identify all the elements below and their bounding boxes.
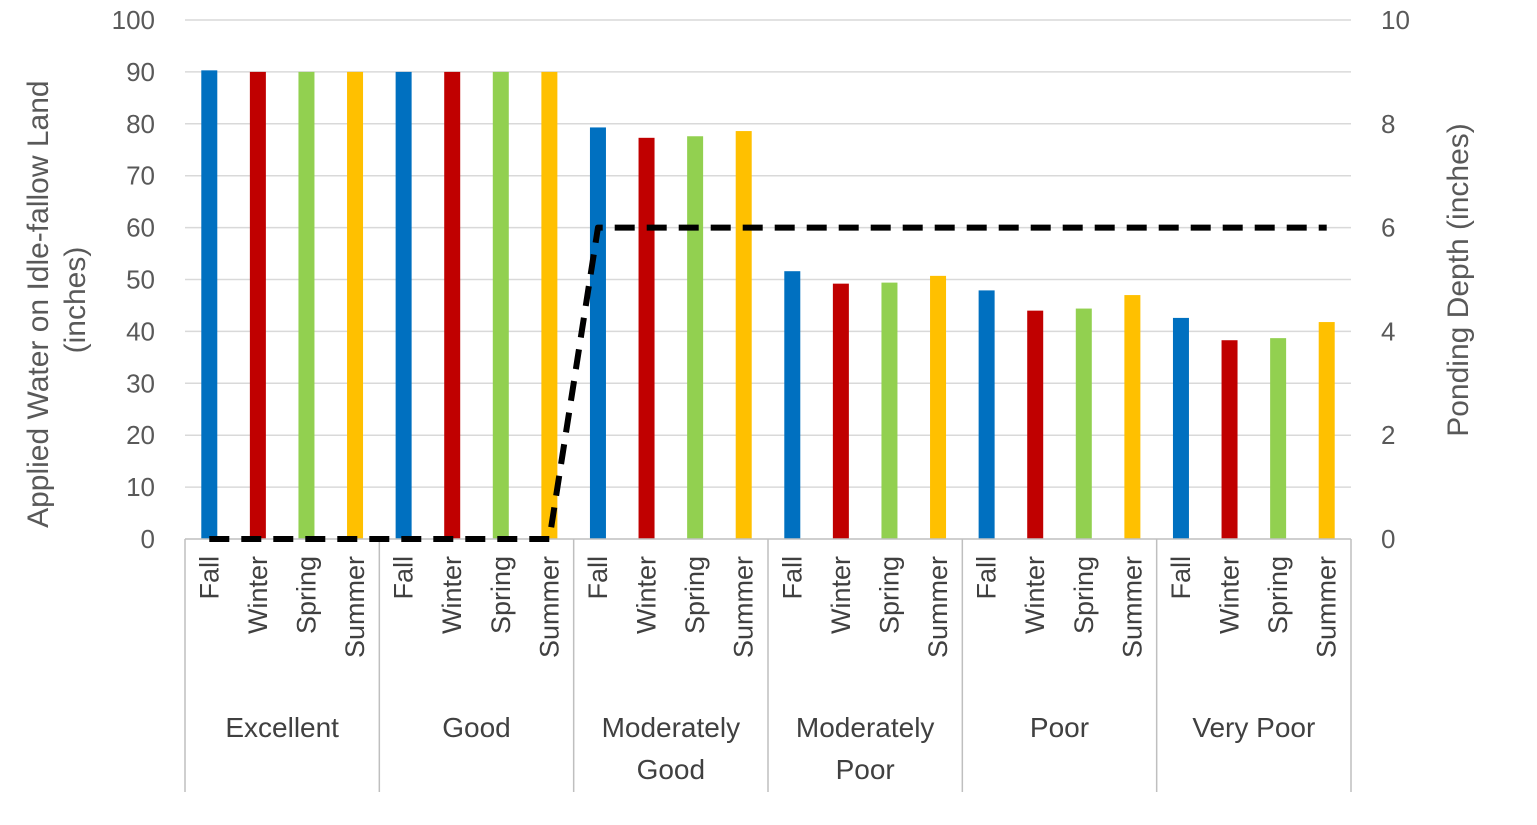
y-tick-label: 100 xyxy=(112,5,155,35)
y2-tick-label: 2 xyxy=(1381,420,1395,450)
ponding-depth-path xyxy=(209,224,1327,542)
season-label: Spring xyxy=(874,556,904,634)
season-label: Spring xyxy=(680,556,710,634)
season-label: Winter xyxy=(437,556,467,634)
y-tick-label: 40 xyxy=(126,316,155,346)
bar-fall xyxy=(784,271,801,539)
bar-fall xyxy=(395,71,412,540)
season-label: Spring xyxy=(1263,556,1293,634)
bar-spring xyxy=(687,136,704,540)
bar-summer xyxy=(1124,295,1141,539)
bar-summer xyxy=(347,71,364,540)
y-tick-label: 80 xyxy=(126,109,155,139)
season-label: Fall xyxy=(777,556,807,600)
season-label: Winter xyxy=(243,556,273,634)
group-label-line: Moderately xyxy=(602,712,741,743)
season-label: Summer xyxy=(1312,556,1342,658)
y-tick-label: 10 xyxy=(126,472,155,502)
bar-winter xyxy=(1221,340,1238,539)
bar-spring xyxy=(298,71,315,540)
y2-tick-label: 6 xyxy=(1381,213,1395,243)
bar-fall xyxy=(589,127,606,540)
season-label: Spring xyxy=(291,556,321,634)
category-labels: Fall Winter Spring Summer Fall Winter Spring Su… xyxy=(194,556,1341,658)
y-tick-label: 70 xyxy=(126,161,155,191)
season-label: Winter xyxy=(1020,556,1050,634)
season-label: Spring xyxy=(1069,556,1099,634)
y2-tick-label: 8 xyxy=(1381,109,1395,139)
bar-winter xyxy=(1027,310,1044,539)
bar-summer xyxy=(541,71,558,540)
group-label-line: Poor xyxy=(1030,712,1089,743)
season-label: Fall xyxy=(583,556,613,600)
bar-fall xyxy=(201,70,218,539)
season-label: Fall xyxy=(1166,556,1196,600)
season-label: Summer xyxy=(534,556,564,658)
bar-winter xyxy=(249,71,266,540)
season-label: Summer xyxy=(729,556,759,658)
bar-spring xyxy=(881,282,898,539)
bar-fall xyxy=(978,290,995,539)
bar-summer xyxy=(930,275,947,539)
bar-winter xyxy=(444,71,461,540)
season-label: Summer xyxy=(1117,556,1147,658)
gridlines xyxy=(185,19,1351,488)
season-label: Winter xyxy=(1215,556,1245,634)
bar-winter xyxy=(832,283,849,539)
season-label: Fall xyxy=(972,556,1002,600)
y-tick-label: 90 xyxy=(126,57,155,87)
group-label-line: Good xyxy=(442,712,511,743)
season-label: Summer xyxy=(340,556,370,658)
group-label-line: Moderately xyxy=(796,712,935,743)
y-axis-title: Applied Water on Idle-fallow Land (inche… xyxy=(22,72,92,528)
bar-spring xyxy=(492,71,509,540)
y2-tick-label: 0 xyxy=(1381,524,1395,554)
group-label-line: Good xyxy=(637,754,706,785)
y2-tick-label: 10 xyxy=(1381,5,1410,35)
bar-summer xyxy=(735,131,752,540)
season-label: Spring xyxy=(486,556,516,634)
y2-tick-label: 4 xyxy=(1381,316,1395,346)
y2-axis-ticks: 0 2 4 6 8 10 xyxy=(1381,5,1410,554)
group-label-line: Very Poor xyxy=(1192,712,1315,743)
season-label: Fall xyxy=(194,556,224,600)
y-tick-label: 0 xyxy=(141,524,155,554)
season-label: Winter xyxy=(826,556,856,634)
y-axis-title-line-1: Applied Water on Idle-fallow Land xyxy=(22,80,55,527)
season-label: Winter xyxy=(632,556,662,634)
y-axis-title-line-2: (inches) xyxy=(59,247,92,354)
y-axis-ticks: 0 10 20 30 40 50 60 70 80 90 100 xyxy=(112,5,155,554)
season-label: Summer xyxy=(923,556,953,658)
bar-winter xyxy=(638,137,655,540)
ponding-depth-line xyxy=(209,224,1327,542)
bar-summer xyxy=(1318,322,1335,539)
group-label-line: Poor xyxy=(836,754,895,785)
bar-fall xyxy=(1172,317,1189,539)
season-label: Fall xyxy=(389,556,419,600)
bar-spring xyxy=(1075,308,1092,539)
bar-series xyxy=(201,70,1335,540)
group-labels: Excellent Good Moderately Good Moderately Poo… xyxy=(225,712,1315,785)
group-label-line: Excellent xyxy=(225,712,339,743)
y-tick-label: 60 xyxy=(126,213,155,243)
y-tick-label: 30 xyxy=(126,368,155,398)
y-tick-label: 20 xyxy=(126,420,155,450)
y-tick-label: 50 xyxy=(126,265,155,295)
y2-axis-title: Ponding Depth (inches) xyxy=(1442,123,1475,437)
bar-spring xyxy=(1270,338,1287,539)
